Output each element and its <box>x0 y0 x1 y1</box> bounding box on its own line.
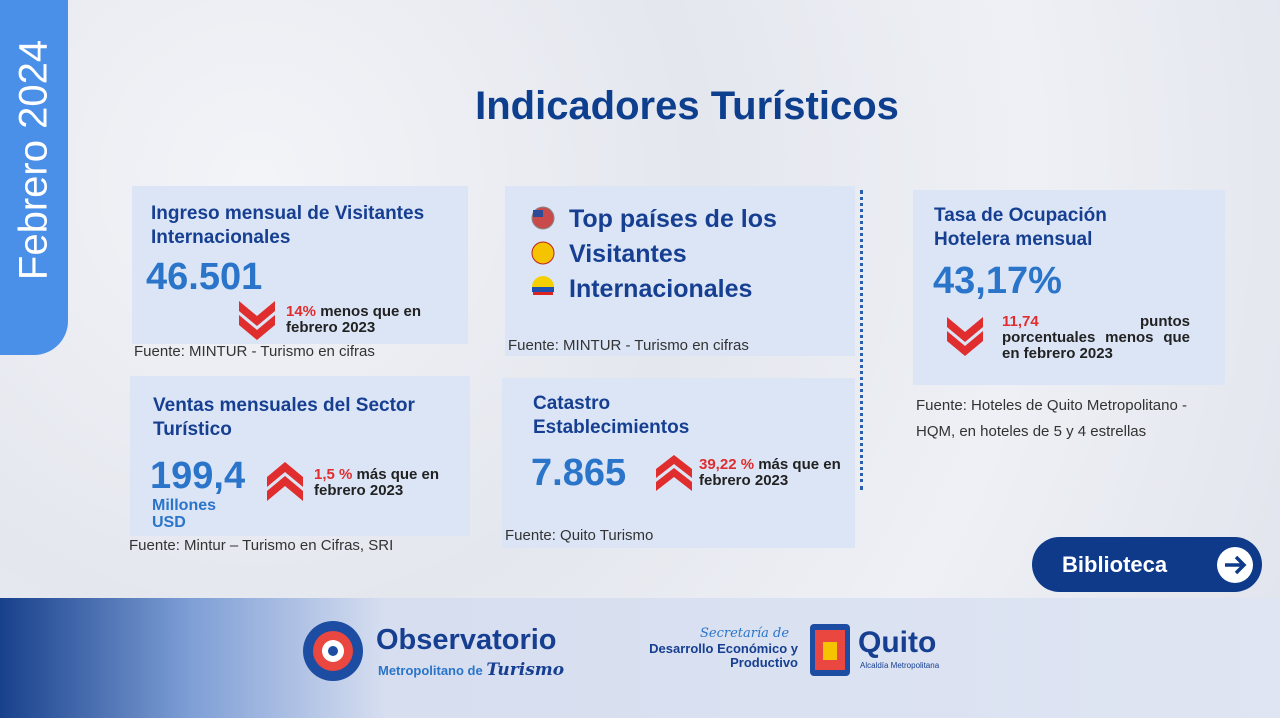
down-arrow <box>947 317 983 356</box>
change-text: menos que en febrero 2023 <box>286 303 422 336</box>
footer <box>0 598 1280 718</box>
card-title: Tasa de Ocupación Hotelera mensual <box>934 205 1107 250</box>
up-arrow <box>267 462 303 501</box>
card <box>130 376 470 536</box>
secretaria-name: Desarrollo Económico y Productivo <box>649 641 798 670</box>
card-source: Fuente: MINTUR - Turismo en cifras <box>134 343 375 360</box>
flags <box>531 206 555 295</box>
card-source: Fuente: Hoteles de Quito Metropolitano -… <box>916 397 1187 440</box>
card-unit: Millones USD <box>152 497 217 531</box>
observatorio-sub: Metropolitano de Turismo <box>378 660 564 680</box>
up-arrow <box>656 455 692 491</box>
card-source: Fuente: Quito Turismo <box>505 527 654 544</box>
observatorio-script: Turismo <box>486 660 565 680</box>
arrow-icon <box>1217 547 1253 583</box>
card-value: 46.501 <box>146 256 263 298</box>
change-value: 11,74 <box>1002 313 1039 330</box>
city-name: Quito <box>858 626 937 659</box>
card <box>132 186 468 344</box>
change-value: 1,5 % <box>314 466 353 483</box>
card-value: 199,4 <box>150 455 246 497</box>
change-text: puntos porcentuales menos que en febrero… <box>1002 313 1190 362</box>
down-arrow <box>239 301 275 340</box>
card-value: 7.865 <box>531 452 627 494</box>
card <box>505 186 855 356</box>
change-value: 39,22 % <box>699 456 755 473</box>
card-source: Fuente: MINTUR - Turismo en cifras <box>508 337 749 354</box>
side-tab: Febrero 2024 <box>0 0 68 355</box>
card-title: Catastro Establecimientos <box>533 393 690 438</box>
observatorio-logo <box>303 621 363 681</box>
library-button[interactable]: Biblioteca <box>1032 537 1262 592</box>
card-title: Ventas mensuales del Sector Turístico <box>153 395 415 440</box>
card-change: 39,22 % más que en febrero 2023 <box>699 457 859 489</box>
secretaria-label: Secretaría de <box>700 626 790 641</box>
card-change: 14% menos que en febrero 2023 <box>286 304 446 336</box>
card-title: Ingreso mensual de Visitantes Internacio… <box>151 203 425 248</box>
card-change: 1,5 % más que en febrero 2023 <box>314 467 474 499</box>
card-source: Fuente: Mintur – Turismo en Cifras, SRI <box>129 537 394 554</box>
side-tab-label: Febrero 2024 <box>11 39 56 281</box>
divider <box>860 190 863 490</box>
city-shield <box>810 624 850 676</box>
city-sub: Alcaldía Metropolitana <box>860 661 940 670</box>
card-change: 11,74 puntos porcentuales menos que en f… <box>1002 314 1190 362</box>
observatorio-name: Observatorio <box>376 624 557 656</box>
observatorio-sub-text: Metropolitano de <box>378 663 483 678</box>
card-value: 43,17% <box>933 260 1062 302</box>
card-title: Top países de los Visitantes Internacion… <box>569 205 777 303</box>
page-title: Indicadores Turísticos <box>475 84 899 128</box>
change-value: 14% <box>286 303 317 320</box>
change-text: más que en febrero 2023 <box>314 466 440 499</box>
button-label: Biblioteca <box>1062 552 1168 577</box>
change-text: más que en febrero 2023 <box>699 456 841 489</box>
